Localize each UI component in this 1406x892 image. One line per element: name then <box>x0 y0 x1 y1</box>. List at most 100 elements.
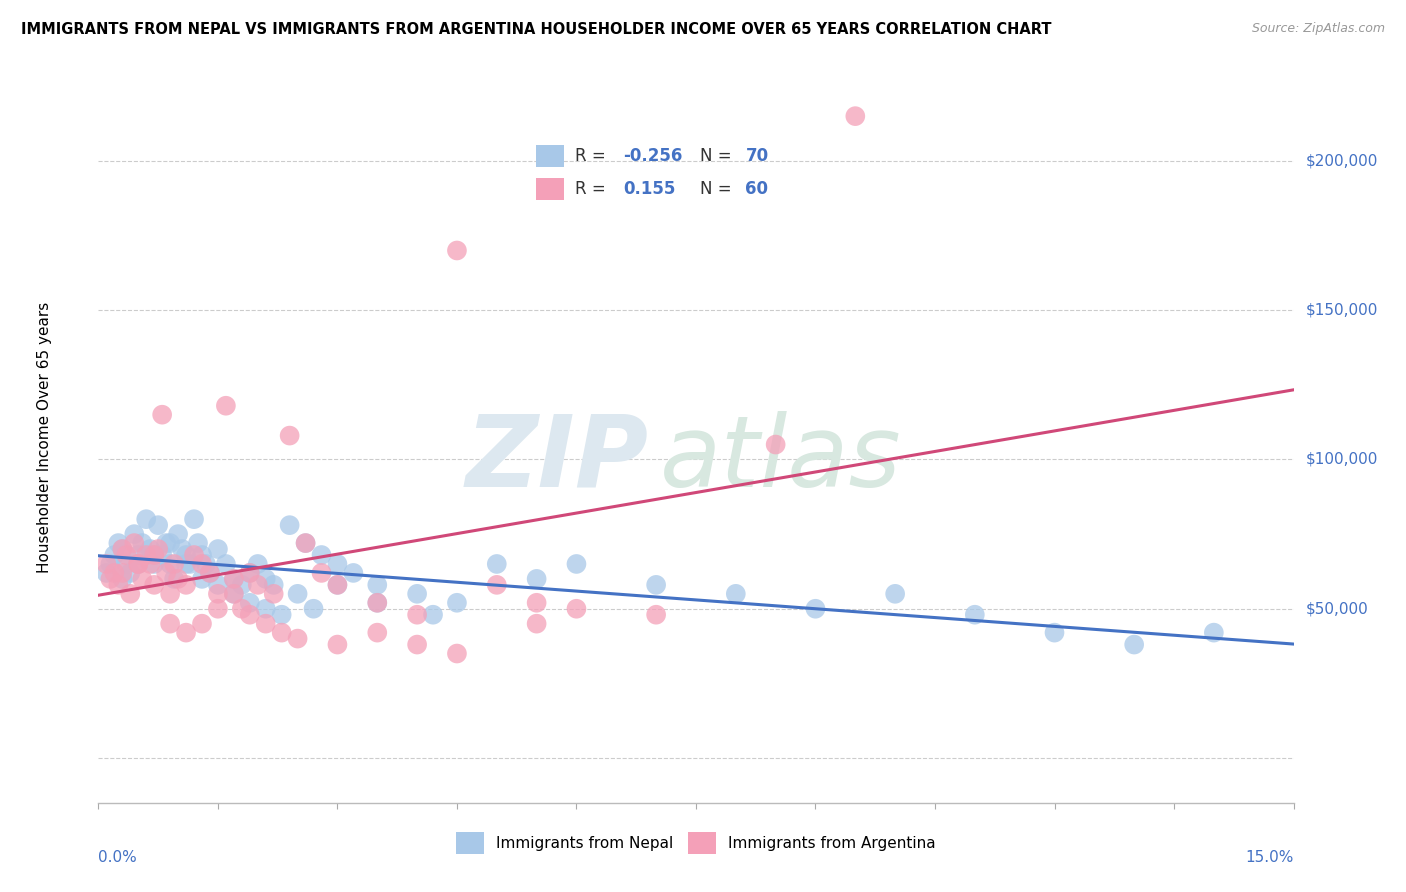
Point <box>159 557 181 571</box>
Point <box>446 596 468 610</box>
Point <box>191 616 214 631</box>
Point <box>844 109 866 123</box>
Point <box>804 601 827 615</box>
Point <box>167 527 190 541</box>
Text: Householder Income Over 65 years: Householder Income Over 65 years <box>37 301 52 573</box>
Point <box>191 548 214 562</box>
Bar <box>536 178 564 200</box>
Point <box>150 408 173 422</box>
Point <box>311 566 333 580</box>
Point <box>179 557 201 571</box>
Point <box>174 548 197 562</box>
Point <box>724 587 747 601</box>
Point <box>1123 638 1146 652</box>
Point <box>127 557 149 571</box>
Point <box>187 536 209 550</box>
Point <box>239 596 262 610</box>
Point <box>294 536 316 550</box>
Point <box>143 548 166 562</box>
Point <box>366 625 388 640</box>
Point <box>239 566 262 580</box>
Point <box>96 566 118 580</box>
Text: $50,000: $50,000 <box>1306 601 1368 616</box>
Point <box>645 607 668 622</box>
Point <box>139 557 162 571</box>
Point <box>183 548 205 562</box>
Text: 60: 60 <box>745 180 769 198</box>
Text: $150,000: $150,000 <box>1306 302 1378 318</box>
Point <box>127 548 149 562</box>
Point <box>270 625 292 640</box>
Point <box>135 548 157 562</box>
Point <box>183 512 205 526</box>
Point <box>98 557 122 571</box>
Point <box>207 542 229 557</box>
Point <box>222 587 245 601</box>
Point <box>326 557 349 571</box>
Point <box>167 572 190 586</box>
Point <box>127 557 149 571</box>
Point <box>207 601 229 615</box>
Point <box>172 542 194 557</box>
Point <box>191 557 214 571</box>
Point <box>131 572 153 586</box>
Point <box>198 566 221 580</box>
Point <box>222 572 245 586</box>
Point <box>143 578 166 592</box>
Point <box>107 536 129 550</box>
Legend: Immigrants from Nepal, Immigrants from Argentina: Immigrants from Nepal, Immigrants from A… <box>456 832 936 854</box>
Text: atlas: atlas <box>661 410 901 508</box>
Point <box>103 566 125 580</box>
Point <box>302 601 325 615</box>
Point <box>326 578 349 592</box>
Point <box>222 572 245 586</box>
Text: R =: R = <box>575 147 606 166</box>
Point <box>148 518 170 533</box>
Point <box>124 527 146 541</box>
Point <box>174 625 197 640</box>
Point <box>198 566 221 580</box>
Point <box>191 572 214 586</box>
Point <box>239 566 262 580</box>
Point <box>155 536 177 550</box>
Point <box>135 512 157 526</box>
Point <box>526 596 548 610</box>
Point <box>174 578 197 592</box>
Point <box>246 557 269 571</box>
Point <box>1043 625 1066 640</box>
Point <box>159 616 181 631</box>
Point <box>231 578 253 592</box>
Point <box>115 548 138 562</box>
Point <box>195 557 218 571</box>
Point <box>103 548 125 562</box>
Point <box>270 607 292 622</box>
Point <box>207 587 229 601</box>
Point <box>287 587 309 601</box>
Point <box>263 578 285 592</box>
Point <box>254 616 277 631</box>
Point <box>406 638 429 652</box>
Text: $200,000: $200,000 <box>1306 153 1378 169</box>
Point <box>124 536 146 550</box>
Point <box>565 557 588 571</box>
Point <box>278 428 301 442</box>
Text: 15.0%: 15.0% <box>1246 850 1294 865</box>
Point <box>215 557 238 571</box>
Point <box>311 548 333 562</box>
Point <box>239 607 262 622</box>
Bar <box>536 145 564 167</box>
Point <box>207 578 229 592</box>
Point <box>150 548 173 562</box>
Point <box>111 542 134 557</box>
Point <box>163 572 186 586</box>
Point <box>526 616 548 631</box>
Text: $100,000: $100,000 <box>1306 452 1378 467</box>
Point <box>263 587 285 601</box>
Point <box>139 542 162 557</box>
Point <box>963 607 986 622</box>
Text: N =: N = <box>700 147 731 166</box>
Point <box>294 536 316 550</box>
Point <box>366 596 388 610</box>
Point <box>143 548 166 562</box>
Point <box>565 601 588 615</box>
